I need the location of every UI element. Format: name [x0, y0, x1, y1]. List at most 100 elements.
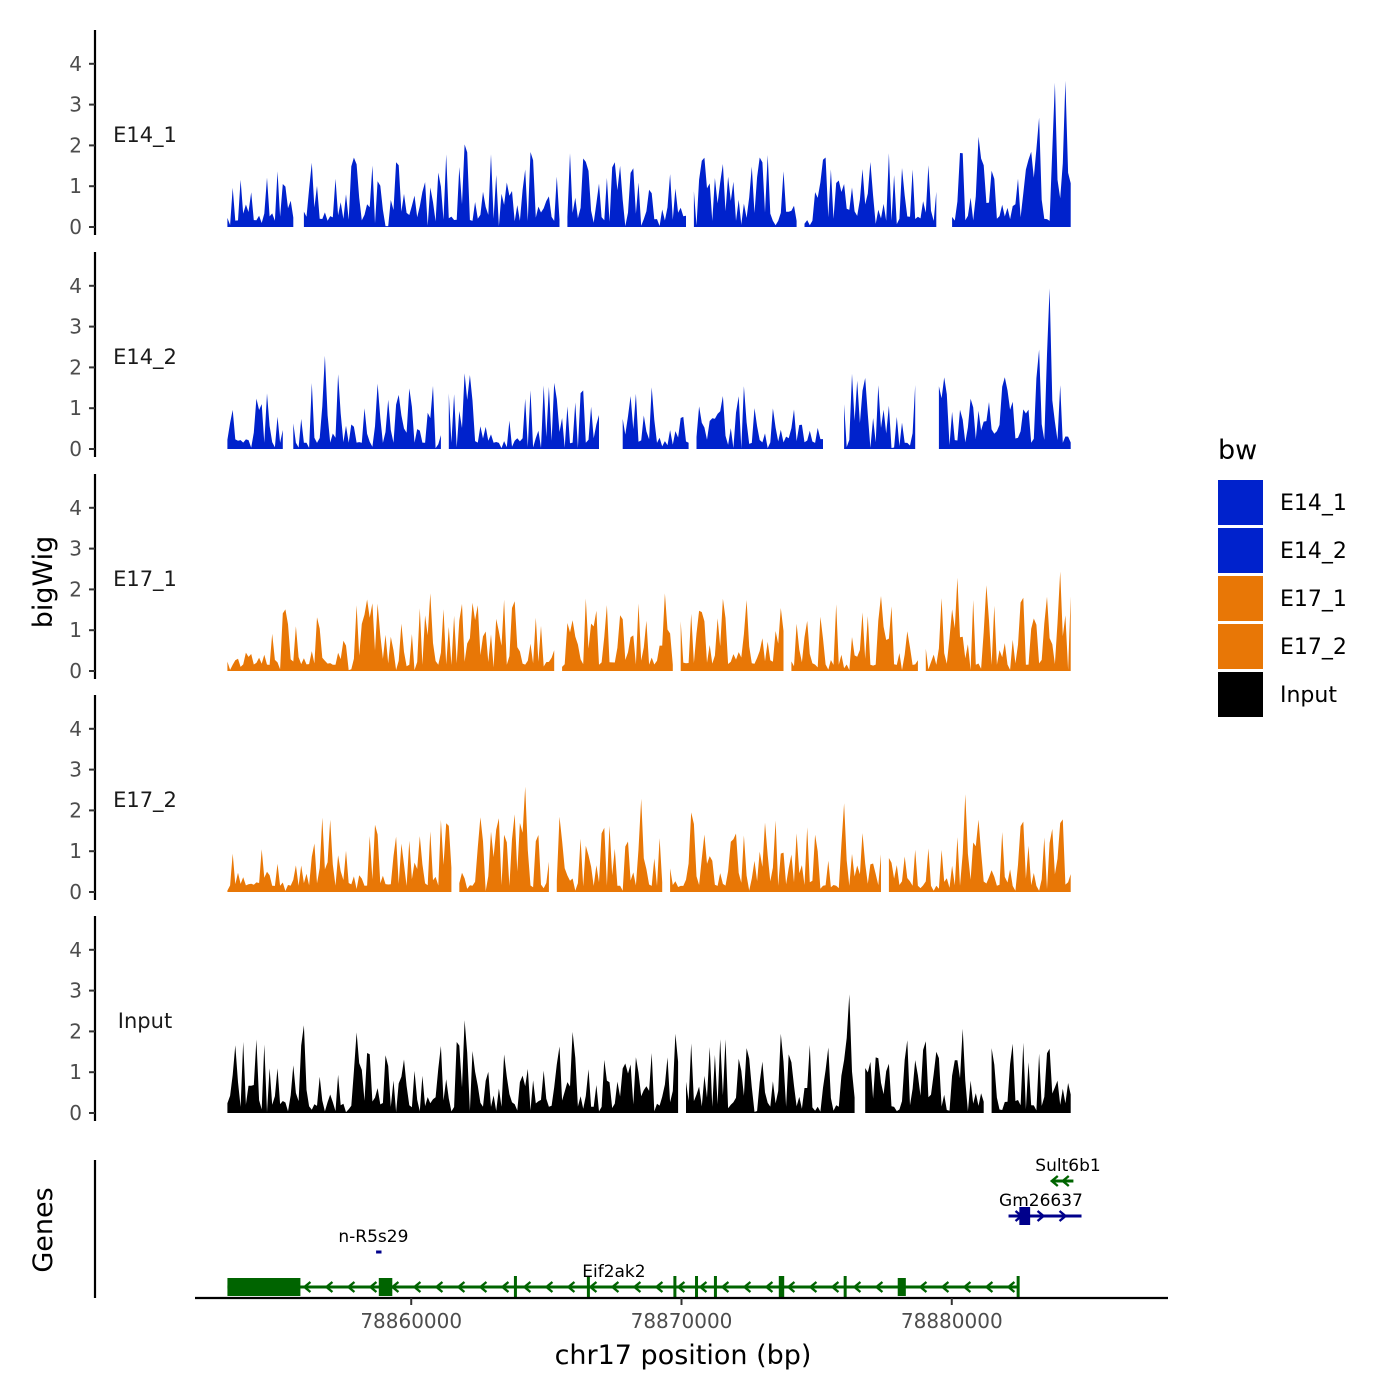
exon-2 [513, 1276, 517, 1298]
legend-label-E14_2: E14_2 [1280, 539, 1347, 564]
gene-n-R5s29: n-R5s29 [338, 1227, 408, 1254]
strand-chevron [632, 1281, 642, 1293]
signal-area-E14_2-4 [696, 386, 823, 449]
legend-label-E17_1: E17_1 [1280, 587, 1347, 612]
signal-area-E14_2-0 [227, 393, 283, 449]
strand-chevron [346, 1281, 356, 1293]
strand-chevron [808, 1281, 818, 1293]
signal-area-E17_1-1 [562, 593, 673, 671]
signal-area-E17_2-2 [556, 798, 663, 892]
strand-chevron [1006, 1281, 1016, 1293]
gene-Eif2ak2: Eif2ak2 [227, 1262, 1020, 1298]
signal-area-E14_2-5 [844, 373, 916, 449]
strand-chevron [566, 1281, 576, 1293]
y-tick-label: 2 [69, 798, 82, 822]
track-label: E14_2 [113, 345, 177, 370]
strand-chevron [478, 1281, 488, 1293]
signal-area-Input-0 [227, 1020, 679, 1113]
strand-chevron [830, 1281, 840, 1293]
signal-area-E17_2-0 [227, 817, 452, 892]
exon-6 [713, 1276, 717, 1298]
signal-area-E14_1-5 [952, 80, 1071, 227]
signal-area-E14_1-4 [804, 153, 937, 227]
strand-chevron [1036, 1210, 1046, 1222]
signal-area-E17_1-4 [925, 571, 1071, 671]
y-axis-title: bigWig [28, 536, 59, 629]
signal-area-Input-1 [686, 994, 855, 1113]
exon-7 [778, 1276, 785, 1298]
exon-0 [1019, 1207, 1031, 1225]
exon-10 [1016, 1276, 1020, 1298]
strand-chevron [1049, 1175, 1059, 1187]
y-tick-label: 2 [69, 1019, 82, 1043]
y-tick-label: 1 [69, 1060, 82, 1084]
y-tick-label: 3 [69, 93, 82, 117]
track-label: Input [118, 1009, 172, 1033]
signal-area-Input-2 [865, 1028, 984, 1113]
y-tick-label: 3 [69, 537, 82, 561]
gene-label: n-R5s29 [338, 1227, 408, 1247]
exon-1 [378, 1278, 393, 1296]
legend-swatch-Input [1218, 672, 1263, 717]
legend-swatch-E14_2 [1218, 528, 1263, 573]
strand-chevron [874, 1281, 884, 1293]
y-tick-label: 3 [69, 979, 82, 1003]
y-tick-label: 1 [69, 618, 82, 642]
exon-4 [673, 1276, 677, 1298]
strand-chevron [390, 1281, 400, 1293]
legend-label-E14_1: E14_1 [1280, 491, 1347, 516]
strand-chevron [676, 1281, 686, 1293]
y-tick-label: 3 [69, 315, 82, 339]
signal-area-Input-3 [991, 1042, 1071, 1113]
exon-3 [586, 1276, 590, 1298]
signal-area-E17_2-3 [670, 803, 881, 892]
bigwig-tracks: 0 1 2 3 4 E14_1 0 1 2 3 4 E14_2 0 1 2 3 4 E17_1 0 1 2 3 4 E17_2… [69, 30, 1071, 1125]
track-label: E14_1 [113, 123, 177, 148]
strand-chevron [654, 1281, 664, 1293]
track-E14_1: 0 1 2 3 4 E14_1 [69, 30, 1071, 239]
y-tick-label: 0 [69, 659, 82, 683]
strand-chevron [742, 1281, 752, 1293]
exon-9 [897, 1278, 906, 1296]
strand-chevron [1058, 1210, 1068, 1222]
y-tick-label: 4 [69, 52, 82, 76]
y-tick-label: 1 [69, 396, 82, 420]
signal-area-E14_1-2 [567, 153, 686, 227]
exon-8 [843, 1276, 847, 1298]
signal-area-E17_1-0 [227, 593, 555, 671]
x-axis-title: chr17 position (bp) [555, 1340, 812, 1371]
track-E14_2: 0 1 2 3 4 E14_2 [69, 252, 1071, 461]
legend-label-E17_2: E17_2 [1280, 635, 1347, 660]
genes-axis-title: Genes [28, 1187, 59, 1272]
strand-chevron [610, 1281, 620, 1293]
signal-area-E17_1-3 [791, 596, 918, 671]
x-tick-label: 78880000 [901, 1309, 1003, 1333]
y-tick-label: 1 [69, 174, 82, 198]
track-label: E17_2 [113, 788, 177, 813]
exon-5 [695, 1276, 699, 1298]
legend: bw E14_1 E14_2 E17_1 E17_2 Input [1218, 435, 1347, 717]
legend-label-Input: Input [1280, 683, 1337, 708]
y-tick-label: 0 [69, 215, 82, 239]
legend-title: bw [1218, 435, 1257, 466]
x-tick-label: 78860000 [360, 1309, 462, 1333]
strand-chevron [368, 1281, 378, 1293]
strand-chevron [324, 1281, 334, 1293]
signal-area-E17_1-2 [680, 598, 784, 671]
y-tick-label: 2 [69, 577, 82, 601]
y-tick-label: 2 [69, 133, 82, 157]
strand-chevron [698, 1281, 708, 1293]
signal-area-E17_2-4 [888, 794, 1071, 892]
y-tick-label: 0 [69, 1101, 82, 1125]
strand-chevron [302, 1281, 312, 1293]
y-tick-label: 1 [69, 839, 82, 863]
legend-swatch-E14_1 [1218, 480, 1263, 525]
track-E17_2: 0 1 2 3 4 E17_2 [69, 695, 1071, 904]
track-Input: 0 1 2 3 4 Input [69, 916, 1071, 1125]
y-tick-label: 0 [69, 437, 82, 461]
signal-area-E14_1-3 [693, 155, 797, 227]
strand-chevron [456, 1281, 466, 1293]
strand-chevron [544, 1281, 554, 1293]
gene-Gm26637: Gm26637 [999, 1191, 1083, 1225]
